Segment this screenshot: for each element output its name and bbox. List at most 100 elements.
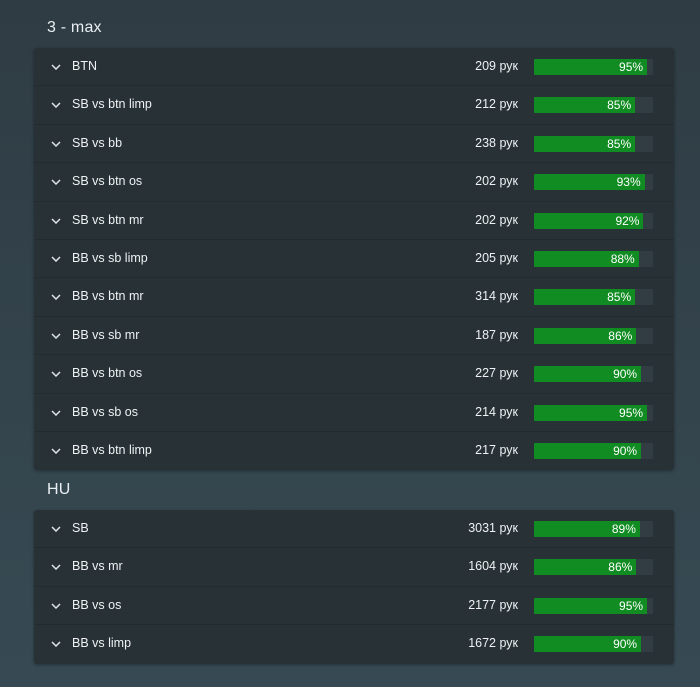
progress-fill: 90%	[534, 366, 642, 383]
chevron-down-icon[interactable]	[51, 409, 61, 416]
row-label: BB vs sb mr	[72, 327, 140, 342]
row-label: BB vs btn limp	[72, 442, 152, 457]
hand-count: 1604 рук	[468, 559, 518, 574]
progress-percent: 86%	[608, 560, 633, 575]
hand-count: 202 рук	[475, 212, 518, 227]
progress-bar: 92%	[534, 212, 653, 229]
list-item[interactable]: BB vs sb mr 187 рук 86%	[34, 317, 674, 356]
progress-fill: 90%	[534, 442, 642, 459]
progress-bar: 85%	[534, 135, 653, 152]
progress-bar: 93%	[534, 174, 653, 191]
progress-fill: 95%	[534, 59, 648, 75]
progress-percent: 90%	[613, 637, 638, 652]
row-label: BB vs limp	[72, 636, 132, 651]
chevron-down-icon[interactable]	[51, 179, 61, 186]
chevron-down-icon[interactable]	[51, 371, 61, 378]
list-item[interactable]: BB vs btn limp 217 рук 90%	[34, 432, 674, 470]
hand-count: 227 рук	[475, 366, 518, 381]
row-label: BTN	[72, 59, 97, 73]
progress-fill: 88%	[534, 250, 639, 267]
progress-percent: 85%	[607, 136, 632, 151]
progress-percent: 89%	[611, 522, 636, 536]
progress-percent: 90%	[613, 443, 638, 458]
progress-bar: 86%	[534, 559, 653, 576]
list-item[interactable]: SB 3031 рук 89%	[34, 510, 674, 549]
progress-fill: 95%	[534, 597, 648, 614]
progress-fill: 95%	[534, 404, 648, 421]
progress-fill: 86%	[534, 559, 637, 576]
progress-bar: 90%	[534, 366, 653, 383]
progress-percent: 95%	[619, 60, 644, 74]
hand-count: 1672 рук	[468, 636, 518, 651]
hand-count: 202 рук	[475, 174, 518, 189]
progress-fill: 85%	[534, 289, 636, 306]
progress-fill: 89%	[534, 521, 640, 537]
chevron-down-icon[interactable]	[51, 294, 61, 301]
hand-count: 238 рук	[475, 135, 518, 150]
progress-percent: 92%	[615, 213, 640, 228]
hand-count: 205 рук	[475, 250, 518, 265]
row-label: BB vs sb os	[72, 404, 138, 419]
progress-percent: 85%	[607, 290, 632, 305]
chevron-down-icon[interactable]	[51, 64, 61, 70]
list-item[interactable]: BB vs btn os 227 рук 90%	[34, 355, 674, 394]
row-label: BB vs btn os	[72, 366, 143, 381]
section-panel-3max: BTN 209 рук 95% SB vs btn limp 212 рук 8…	[34, 48, 674, 471]
hand-count: 214 рук	[475, 404, 518, 419]
chevron-down-icon[interactable]	[51, 641, 61, 648]
progress-bar: 95%	[534, 404, 653, 421]
row-label: SB vs btn limp	[72, 97, 152, 112]
list-item[interactable]: SB vs btn os 202 рук 93%	[34, 163, 674, 202]
list-item[interactable]: BB vs sb os 214 рук 95%	[34, 394, 674, 432]
list-item[interactable]: BB vs mr 1604 рук 86%	[34, 548, 674, 587]
progress-bar: 95%	[534, 59, 653, 75]
chevron-down-icon[interactable]	[51, 448, 61, 454]
list-item[interactable]: BTN 209 рук 95%	[34, 48, 674, 87]
section-panel-hu: SB 3031 рук 89% BB vs mr 1604 рук 86% BB…	[34, 510, 674, 664]
row-label: BB vs os	[72, 597, 122, 612]
list-item[interactable]: BB vs os 2177 рук 95%	[34, 587, 674, 626]
progress-bar: 85%	[534, 97, 653, 114]
hand-count: 2177 рук	[468, 597, 518, 612]
progress-bar: 86%	[534, 327, 653, 344]
row-label: SB vs btn mr	[72, 212, 144, 227]
list-item[interactable]: BB vs limp 1672 рук 90%	[34, 625, 674, 663]
row-label: BB vs mr	[72, 559, 123, 574]
chevron-down-icon[interactable]	[51, 256, 61, 262]
progress-fill: 85%	[534, 97, 636, 114]
row-label: SB vs btn os	[72, 174, 143, 189]
chevron-down-icon[interactable]	[51, 102, 61, 109]
chevron-down-icon[interactable]	[51, 218, 61, 224]
section-title-3max: 3 - max	[47, 19, 102, 36]
row-label: BB vs btn mr	[72, 289, 144, 304]
progress-bar: 88%	[534, 250, 653, 267]
progress-fill: 85%	[534, 135, 636, 152]
hand-count: 3031 рук	[468, 521, 518, 535]
progress-percent: 93%	[616, 175, 641, 190]
progress-percent: 88%	[610, 251, 635, 266]
hand-count: 187 рук	[475, 327, 518, 342]
chevron-down-icon[interactable]	[51, 141, 61, 147]
list-item[interactable]: SB vs bb 238 рук 85%	[34, 125, 674, 164]
chevron-down-icon[interactable]	[51, 564, 61, 571]
progress-percent: 86%	[608, 328, 633, 343]
section-title-hu: HU	[47, 481, 71, 498]
progress-percent: 90%	[613, 367, 638, 382]
list-item[interactable]: SB vs btn limp 212 рук 85%	[34, 86, 674, 125]
progress-bar: 85%	[534, 289, 653, 306]
progress-fill: 90%	[534, 636, 642, 653]
row-label: BB vs sb limp	[72, 250, 148, 265]
progress-fill: 92%	[534, 212, 644, 229]
chevron-down-icon[interactable]	[51, 603, 61, 609]
list-item[interactable]: BB vs btn mr 314 рук 85%	[34, 278, 674, 317]
chevron-down-icon[interactable]	[51, 333, 61, 339]
list-item[interactable]: SB vs btn mr 202 рук 92%	[34, 202, 674, 240]
chevron-down-icon[interactable]	[51, 526, 61, 532]
progress-bar: 95%	[534, 597, 653, 614]
progress-percent: 95%	[619, 405, 644, 420]
hand-count: 217 рук	[475, 442, 518, 457]
progress-bar: 90%	[534, 636, 653, 653]
list-item[interactable]: BB vs sb limp 205 рук 88%	[34, 240, 674, 279]
progress-bar: 89%	[534, 521, 653, 537]
progress-bar: 90%	[534, 442, 653, 459]
